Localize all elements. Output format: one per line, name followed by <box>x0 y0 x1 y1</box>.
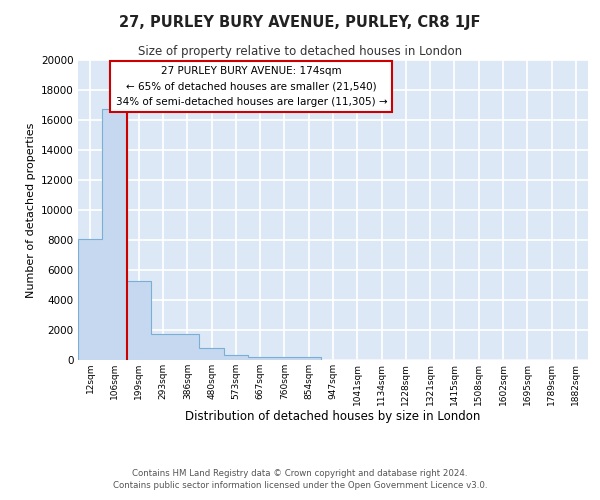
Text: Size of property relative to detached houses in London: Size of property relative to detached ho… <box>138 45 462 58</box>
Text: 27 PURLEY BURY AVENUE: 174sqm
← 65% of detached houses are smaller (21,540)
34% : 27 PURLEY BURY AVENUE: 174sqm ← 65% of d… <box>116 66 387 107</box>
Y-axis label: Number of detached properties: Number of detached properties <box>26 122 35 298</box>
Text: 27, PURLEY BURY AVENUE, PURLEY, CR8 1JF: 27, PURLEY BURY AVENUE, PURLEY, CR8 1JF <box>119 15 481 30</box>
X-axis label: Distribution of detached houses by size in London: Distribution of detached houses by size … <box>185 410 481 424</box>
Text: Contains HM Land Registry data © Crown copyright and database right 2024.
Contai: Contains HM Land Registry data © Crown c… <box>113 468 487 490</box>
